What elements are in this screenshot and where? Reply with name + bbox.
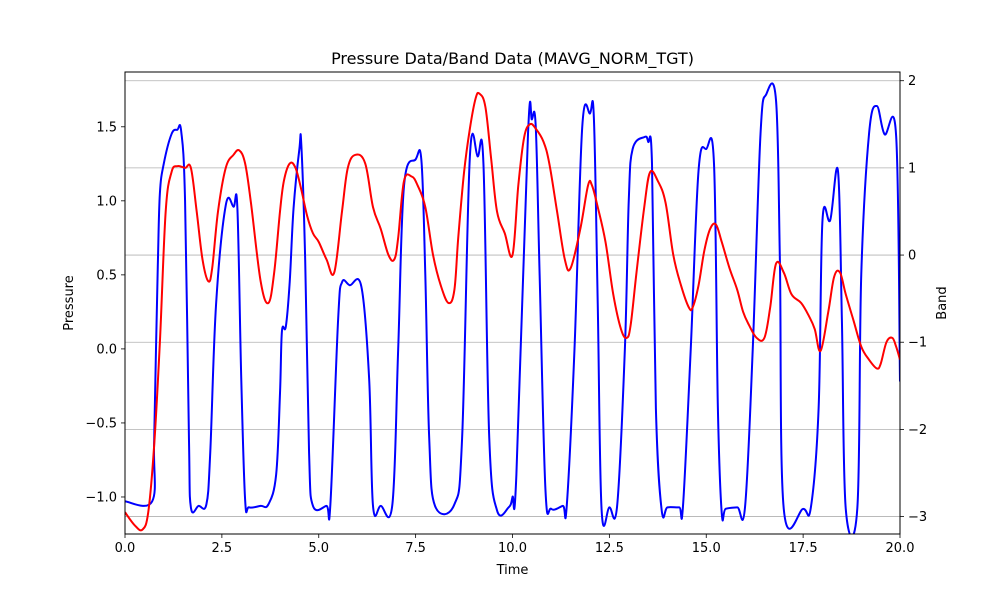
y-tick-label: 0.5 <box>96 268 117 283</box>
x-tick-label: 20.0 <box>886 541 915 556</box>
chart-title: Pressure Data/Band Data (MAVG_NORM_TGT) <box>331 49 694 69</box>
x-tick-label: 7.5 <box>405 541 426 556</box>
y-tick-label: −0.5 <box>85 416 117 431</box>
y-tick-label: −1.0 <box>85 490 117 505</box>
series-lines <box>125 82 900 534</box>
x-tick-label: 2.5 <box>212 541 233 556</box>
x-tick-label: 17.5 <box>789 541 818 556</box>
x-tick-label: 15.0 <box>692 541 721 556</box>
y2-tick-label: −2 <box>908 423 927 438</box>
x-axis: 0.0 2.5 5.0 7.5 10.0 12.5 15.0 17.5 20.0 <box>115 534 915 556</box>
x-axis-label: Time <box>496 563 529 578</box>
y-tick-label: 1.5 <box>96 120 117 135</box>
y-tick-label: 0.0 <box>96 342 117 357</box>
x-tick-label: 5.0 <box>308 541 329 556</box>
band-series-line <box>125 91 900 532</box>
grid-lines <box>125 80 900 517</box>
y2-axis-label: Band <box>935 286 950 319</box>
x-tick-label: 10.0 <box>498 541 527 556</box>
y-tick-label: 1.0 <box>96 194 117 209</box>
y2-tick-label: −1 <box>908 336 927 351</box>
pressure-series-line <box>125 82 900 534</box>
y2-tick-label: 1 <box>908 161 916 176</box>
y2-tick-label: 0 <box>908 249 916 264</box>
x-tick-label: 0.0 <box>115 541 136 556</box>
y2-tick-label: −3 <box>908 510 927 525</box>
y-axis-right: −3 −2 −1 0 1 2 <box>900 74 927 525</box>
y-axis-label: Pressure <box>62 275 77 331</box>
y-axis-left: −1.0 −0.5 0.0 0.5 1.0 1.5 <box>85 120 125 505</box>
x-tick-label: 12.5 <box>595 541 624 556</box>
y2-tick-label: 2 <box>908 74 916 89</box>
